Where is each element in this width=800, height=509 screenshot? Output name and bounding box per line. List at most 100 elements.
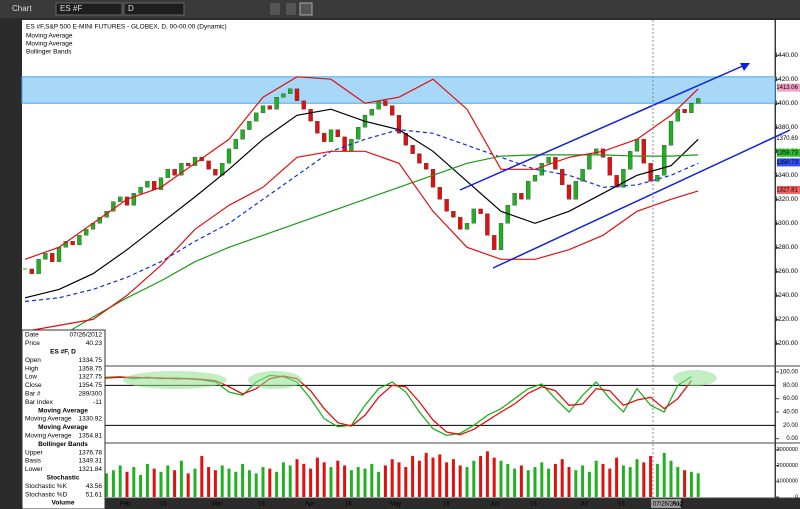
volume-bar [513,468,517,497]
field-label: Stochastic %D [25,491,68,498]
candle [492,235,497,250]
price-tag [777,148,800,157]
date-label: 07/26/2012 [653,502,684,508]
field-label: Bar Index [25,399,54,406]
y-tick-label: 1200.00 [775,340,799,347]
candle [77,235,82,246]
tool-button[interactable] [270,3,280,15]
field-label: Close [25,382,42,389]
volume-bar [683,470,687,497]
volume-bar [152,468,156,497]
volume-bar [608,468,612,497]
volume-bar [472,460,476,497]
stoch-tick-label: 40.00 [783,410,799,416]
section-label: Stochastic [47,475,80,482]
volume-bar [642,462,646,497]
volume-bar [159,471,163,497]
field-label: Date [25,332,39,339]
candle [641,139,646,164]
highlight-zone [21,76,776,104]
field-value: 1354.81 [79,433,103,440]
candle [356,127,361,140]
volume-bar [186,473,190,497]
volume-bar [302,463,306,497]
candle [444,199,449,212]
candle [417,153,422,164]
date-label: 16 [530,502,537,508]
candle [600,148,606,158]
volume-bar [649,456,653,497]
volume-bar [438,454,442,497]
volume-bar [275,471,279,497]
volume-bar [655,463,659,497]
candle [430,169,436,188]
section-label: Moving Average [38,407,88,414]
candle [675,109,680,122]
indicator-line [24,129,699,302]
volume-bar [465,467,469,497]
date-label: May [390,502,401,508]
volume-bar [363,468,367,497]
volume-bar [132,467,136,497]
symbol-box[interactable] [55,2,123,16]
candle [70,241,75,246]
volume-bar [689,471,693,497]
candle [451,211,456,218]
indicator-line [24,150,699,332]
tool-button[interactable] [299,2,313,16]
volume-bar [241,463,245,497]
volume-bar [234,471,238,497]
volume-bar [621,465,625,497]
interval[interactable]: D [128,4,134,13]
volume-bar [309,468,313,497]
candle [539,163,544,176]
volume-bar [662,452,666,497]
volume-bar [349,470,353,497]
y-tick-label: 1280.00 [775,244,799,251]
candle [573,181,578,200]
y-tick-label: 1220.00 [775,316,799,323]
interval-box[interactable] [123,2,185,16]
volume-bar [431,457,435,497]
field-label: Upper [25,449,44,456]
volume-bar [574,470,578,497]
volume-bar [383,465,387,497]
y-tick-label: 1380.00 [775,124,799,131]
trend-line[interactable] [459,64,746,191]
candle [546,157,551,164]
candle [267,105,272,110]
symbol[interactable]: ES #F [60,4,82,13]
volume-bar [458,465,462,497]
volume-bar [261,467,265,497]
candle [124,196,130,206]
field-value: 1327.75 [79,374,103,381]
volume-bar [397,462,401,497]
candle [43,253,48,260]
candle [274,97,279,110]
volume-bar [635,459,639,497]
field-value: 07/26/2012 [69,332,102,339]
candle [84,229,89,236]
candle [403,133,408,146]
volume-bar [560,459,564,497]
date-label: 16 [345,502,352,508]
candle [315,121,320,134]
candle [376,100,381,110]
candle [410,145,415,154]
candle [260,105,266,113]
candle [23,268,27,270]
candle [437,187,442,200]
date-label: 16 [618,502,625,508]
candle [165,169,170,178]
tool-button[interactable] [286,3,296,15]
field-value: 1354.75 [79,382,103,389]
price-tag [777,134,800,143]
volume-bar [343,465,347,497]
stoch-tick-label: 80.00 [783,383,799,389]
stoch-tick-label: 100.00 [780,370,799,376]
candle [519,193,524,200]
trend-line[interactable] [492,129,791,269]
candle [36,259,41,274]
volume-bar [390,459,394,497]
price-tag-label: 1358.73 [776,150,798,156]
